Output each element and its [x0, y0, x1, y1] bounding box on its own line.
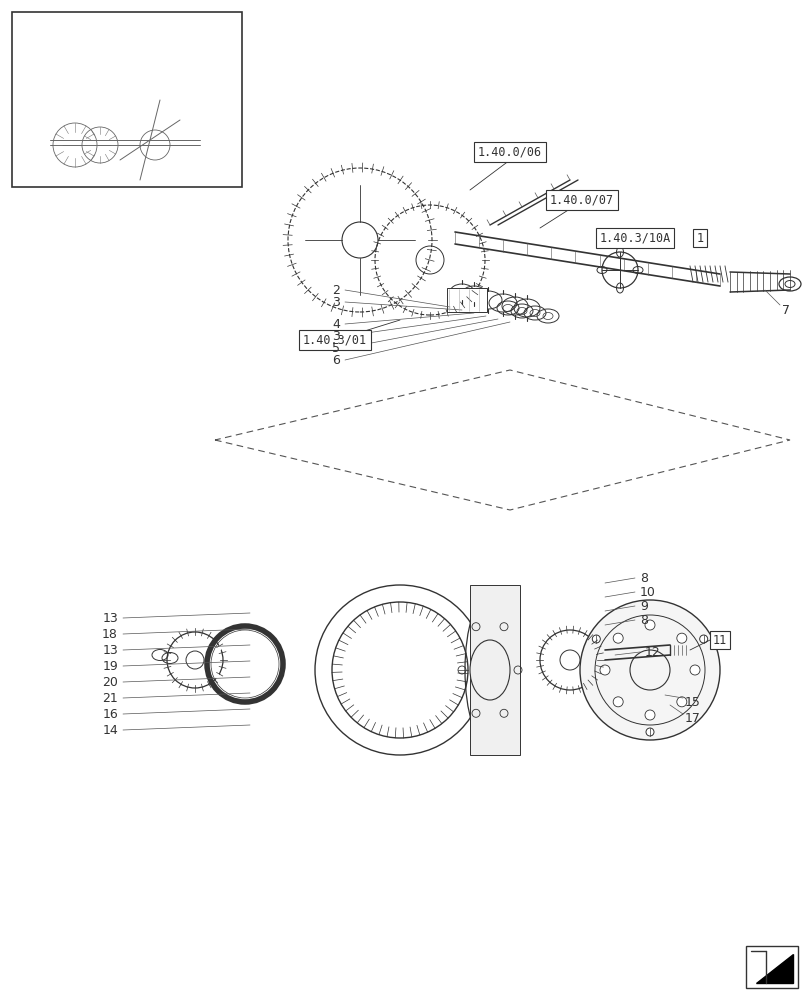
Text: 11: 11 [713, 634, 727, 647]
Text: 4: 4 [332, 318, 340, 330]
Text: 7: 7 [782, 304, 790, 316]
Circle shape [700, 635, 708, 643]
Text: 13: 13 [103, 644, 118, 656]
Polygon shape [756, 954, 793, 983]
Bar [12, 12, 242, 187]
Text: 10: 10 [640, 585, 656, 598]
Text: 2: 2 [332, 284, 340, 296]
Circle shape [646, 728, 654, 736]
Bar [746, 946, 798, 988]
Circle shape [690, 665, 700, 675]
Circle shape [645, 710, 655, 720]
Text: 5: 5 [332, 342, 340, 355]
Circle shape [592, 635, 600, 643]
Text: 21: 21 [103, 692, 118, 704]
Circle shape [580, 600, 720, 740]
Text: 16: 16 [103, 708, 118, 720]
Circle shape [613, 633, 623, 643]
Circle shape [613, 697, 623, 707]
Text: 12: 12 [645, 646, 661, 658]
Text: 1.40.0/07: 1.40.0/07 [550, 194, 614, 207]
Ellipse shape [470, 640, 510, 700]
Circle shape [677, 633, 687, 643]
Text: 1: 1 [696, 232, 704, 244]
Text: 13: 13 [103, 611, 118, 624]
Text: 20: 20 [102, 676, 118, 688]
Text: 14: 14 [103, 724, 118, 736]
Text: 19: 19 [103, 660, 118, 672]
Text: 6: 6 [332, 354, 340, 366]
Text: 3: 3 [332, 296, 340, 308]
Circle shape [677, 697, 687, 707]
Circle shape [600, 665, 610, 675]
Text: 1.40.3/10A: 1.40.3/10A [600, 232, 671, 244]
Text: 8: 8 [640, 613, 648, 626]
Text: 1.40.0/06: 1.40.0/06 [478, 145, 542, 158]
Bar [470, 585, 520, 755]
Bar [14, 14, 240, 185]
Circle shape [645, 620, 655, 630]
Text: 18: 18 [102, 628, 118, 641]
Text: 15: 15 [685, 696, 701, 708]
Text: 8: 8 [640, 572, 648, 584]
Text: 3: 3 [332, 330, 340, 342]
Text: 1.40.3/01: 1.40.3/01 [303, 334, 367, 347]
Text: 17: 17 [685, 712, 701, 724]
Text: 9: 9 [640, 599, 648, 612]
Bar [447, 288, 487, 312]
